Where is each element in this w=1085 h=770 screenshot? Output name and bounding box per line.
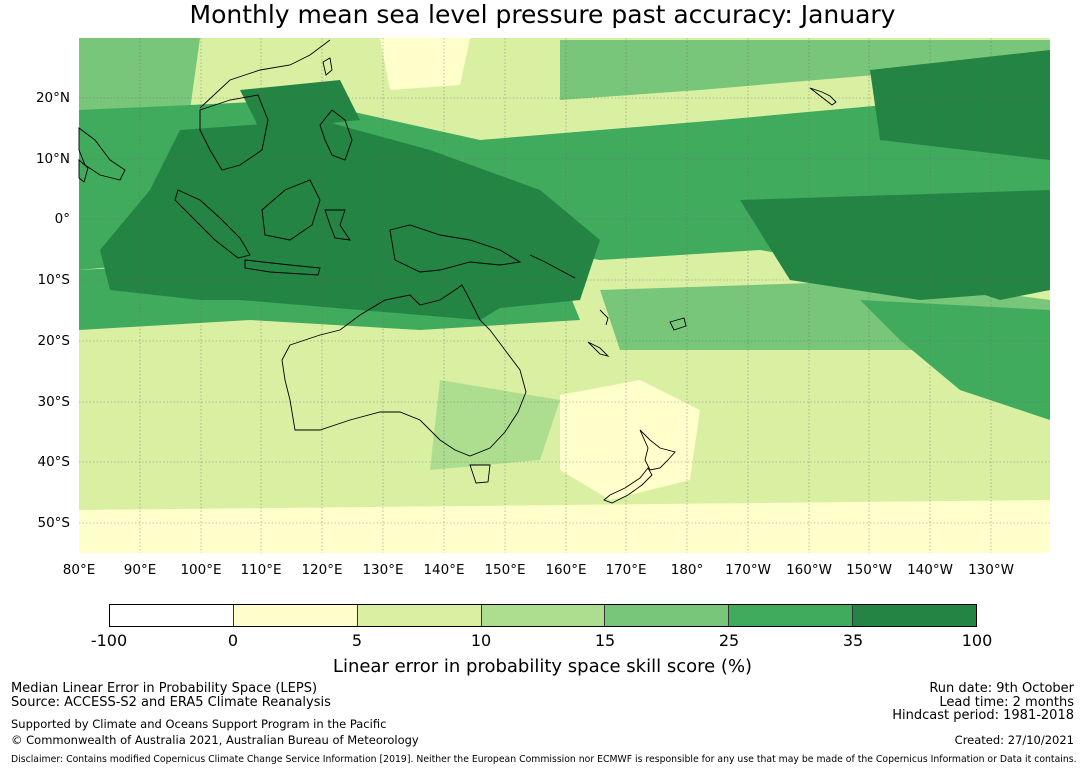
skill-region bbox=[870, 50, 1050, 160]
coastline-taiwan bbox=[322, 57, 333, 76]
coastline-india bbox=[78, 127, 126, 181]
coastline-borneo bbox=[261, 179, 321, 241]
lon-label-130e: 130°E bbox=[362, 562, 404, 578]
skill-region bbox=[380, 38, 470, 90]
lon-label-160e: 160°E bbox=[545, 562, 587, 578]
coastline-sumatra bbox=[174, 189, 251, 259]
lat-label-10n: 10°N bbox=[35, 151, 70, 167]
lon-label-140w: 140°W bbox=[907, 562, 953, 578]
lon-label-130w: 130°W bbox=[968, 562, 1014, 578]
coastline-south-china bbox=[199, 39, 331, 109]
coastline-sri-lanka bbox=[78, 158, 89, 183]
disclaimer: Disclaimer: Contains modified Copernicus… bbox=[11, 754, 1077, 765]
coastline-solomon-islands bbox=[529, 254, 576, 279]
colorbar-tick: 5 bbox=[351, 631, 363, 650]
coastline-new-zealand-south bbox=[603, 467, 653, 504]
run-date: Run date: 9th October bbox=[929, 681, 1074, 696]
colorbar-tick: 0 bbox=[227, 631, 239, 650]
lon-label-120e: 120°E bbox=[301, 562, 343, 578]
colorbar-segment bbox=[605, 605, 730, 626]
footer-support: Supported by Climate and Oceans Support … bbox=[11, 717, 387, 731]
colorbar-segment bbox=[729, 605, 854, 626]
coastlines bbox=[78, 39, 837, 504]
lon-label-150e: 150°E bbox=[484, 562, 526, 578]
skill-region bbox=[430, 380, 560, 470]
colorbar-segment bbox=[853, 605, 977, 626]
coastline-philippines bbox=[319, 109, 353, 161]
skill-region bbox=[860, 300, 1050, 420]
created-date: Created: 27/10/2021 bbox=[954, 733, 1074, 747]
lat-label-20s: 20°S bbox=[37, 333, 71, 349]
coastline-tasmania bbox=[469, 464, 491, 484]
colorbar-tick: 100 bbox=[961, 631, 993, 650]
colorbar bbox=[109, 604, 977, 627]
lon-label-140e: 140°E bbox=[423, 562, 465, 578]
skill-region bbox=[200, 180, 320, 230]
lat-label-50s: 50°S bbox=[37, 515, 71, 531]
skill-region bbox=[920, 230, 1050, 300]
coastline-hawaii bbox=[809, 87, 837, 106]
colorbar-segment bbox=[233, 605, 358, 626]
lat-label-0: 0° bbox=[54, 211, 70, 227]
coastline-new-caledonia bbox=[587, 341, 610, 357]
hindcast-period: Hindcast period: 1981-2018 bbox=[892, 708, 1074, 723]
colorbar-tick: 25 bbox=[718, 631, 740, 650]
lat-label-40s: 40°S bbox=[37, 454, 71, 470]
skill-region bbox=[560, 380, 700, 500]
colorbar-tick: 35 bbox=[842, 631, 864, 650]
lat-label-30s: 30°S bbox=[37, 394, 71, 410]
colorbar-tick: 10 bbox=[470, 631, 492, 650]
lon-label-180: 180° bbox=[670, 562, 704, 578]
map-figure bbox=[78, 38, 1050, 553]
chart-title: Monthly mean sea level pressure past acc… bbox=[189, 0, 896, 29]
lon-label-160w: 160°W bbox=[786, 562, 832, 578]
lon-label-110e: 110°E bbox=[240, 562, 282, 578]
lon-label-170w: 170°W bbox=[725, 562, 771, 578]
lat-label-10s: 10°S bbox=[37, 272, 71, 288]
lon-label-80e: 80°E bbox=[62, 562, 96, 578]
colorbar-segment bbox=[357, 605, 482, 626]
skill-region bbox=[560, 40, 1050, 100]
colorbar-segment bbox=[481, 605, 606, 626]
footer-copyright: © Commonwealth of Australia 2021, Austra… bbox=[11, 733, 419, 747]
colorbar-tick: -100 bbox=[90, 631, 128, 650]
coastline-new-guinea bbox=[389, 224, 522, 273]
skill-region bbox=[230, 255, 530, 320]
lon-label-150w: 150°W bbox=[846, 562, 892, 578]
coastline-vanuatu bbox=[599, 309, 609, 326]
colorbar-tick: 15 bbox=[594, 631, 616, 650]
colorbar-label: Linear error in probability space skill … bbox=[332, 656, 753, 677]
lead-time: Lead time: 2 months bbox=[939, 695, 1074, 710]
coastline-java bbox=[244, 259, 321, 276]
lon-label-170e: 170°E bbox=[605, 562, 647, 578]
lon-label-100e: 100°E bbox=[180, 562, 222, 578]
coastline-fiji bbox=[669, 317, 687, 331]
coastline-new-zealand-north bbox=[639, 429, 676, 471]
map-area bbox=[78, 38, 1050, 553]
footer-source: Source: ACCESS-S2 and ERA5 Climate Reana… bbox=[11, 695, 331, 710]
skill-region bbox=[270, 110, 340, 170]
colorbar-segment bbox=[110, 605, 234, 626]
coastline-indochina bbox=[199, 94, 269, 171]
coastline-sulawesi bbox=[324, 209, 351, 241]
lon-label-90e: 90°E bbox=[123, 562, 157, 578]
coastline-australia bbox=[281, 284, 527, 457]
lat-label-20n: 20°N bbox=[35, 90, 70, 106]
footer-method: Median Linear Error in Probability Space… bbox=[11, 681, 318, 696]
